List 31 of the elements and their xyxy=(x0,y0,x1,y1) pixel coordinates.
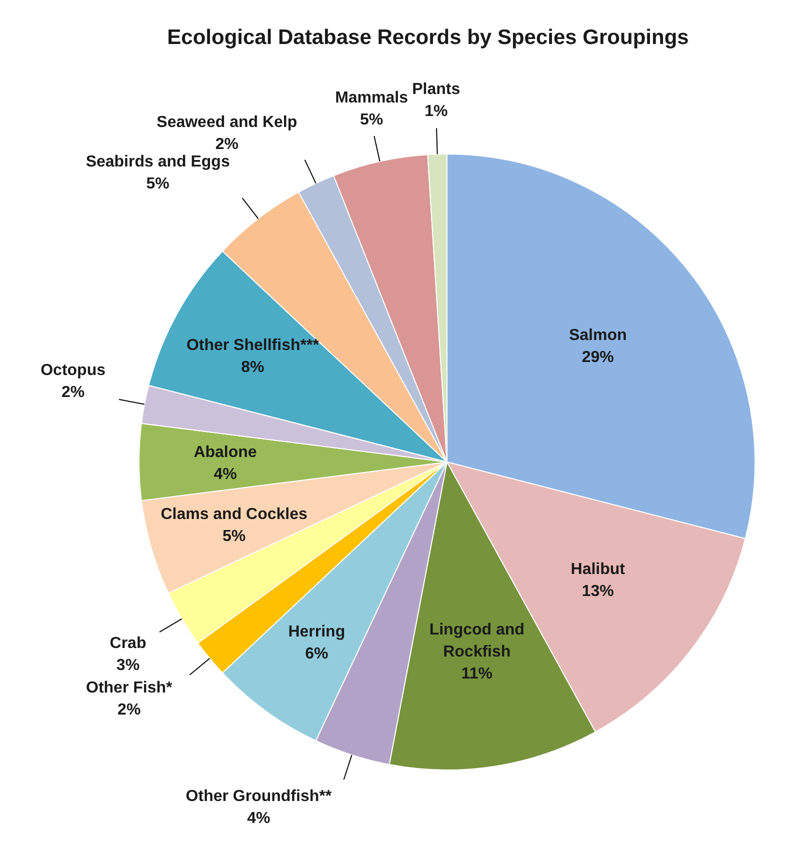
data-label: 29% xyxy=(582,348,614,366)
slice-label: Octopus xyxy=(40,362,106,380)
data-label: 2% xyxy=(118,702,141,719)
data-label: 5% xyxy=(222,528,246,545)
slice-label: Clams and Cockles xyxy=(160,506,308,523)
data-label: 5% xyxy=(360,111,384,128)
slice-label: Crab xyxy=(110,635,146,652)
data-label: 2% xyxy=(61,384,85,402)
data-label: 13% xyxy=(582,583,614,600)
data-label: 8% xyxy=(241,359,264,376)
data-label: 4% xyxy=(247,810,270,828)
data-label: 5% xyxy=(146,176,170,193)
slice-label: Herring xyxy=(288,623,346,640)
data-label: 4% xyxy=(214,466,237,483)
data-label: 2% xyxy=(215,136,238,153)
slice-label: Mammals xyxy=(335,89,408,106)
chart-title: Ecological Database Records by Species Groupings xyxy=(167,26,689,49)
slice-label: Seabirds and Eggs xyxy=(86,154,230,171)
data-label: 3% xyxy=(116,657,140,674)
slice-label: Plants xyxy=(412,81,460,98)
slice-label: Other Groundfish** xyxy=(186,788,332,806)
data-label: 6% xyxy=(305,645,328,662)
data-label: 11% xyxy=(461,666,492,683)
slice-label: Other Shellfish*** xyxy=(186,337,320,354)
data-label: 1% xyxy=(424,103,448,120)
slice-label: Halibut xyxy=(570,561,626,578)
slice-label: Other Fish* xyxy=(86,680,173,697)
slice-label: Lingcod and Rockfish xyxy=(429,622,524,661)
slice-label: Abalone xyxy=(194,444,257,461)
slice-label: Salmon xyxy=(568,326,627,344)
slice-label: Seaweed and Kelp xyxy=(156,114,298,131)
